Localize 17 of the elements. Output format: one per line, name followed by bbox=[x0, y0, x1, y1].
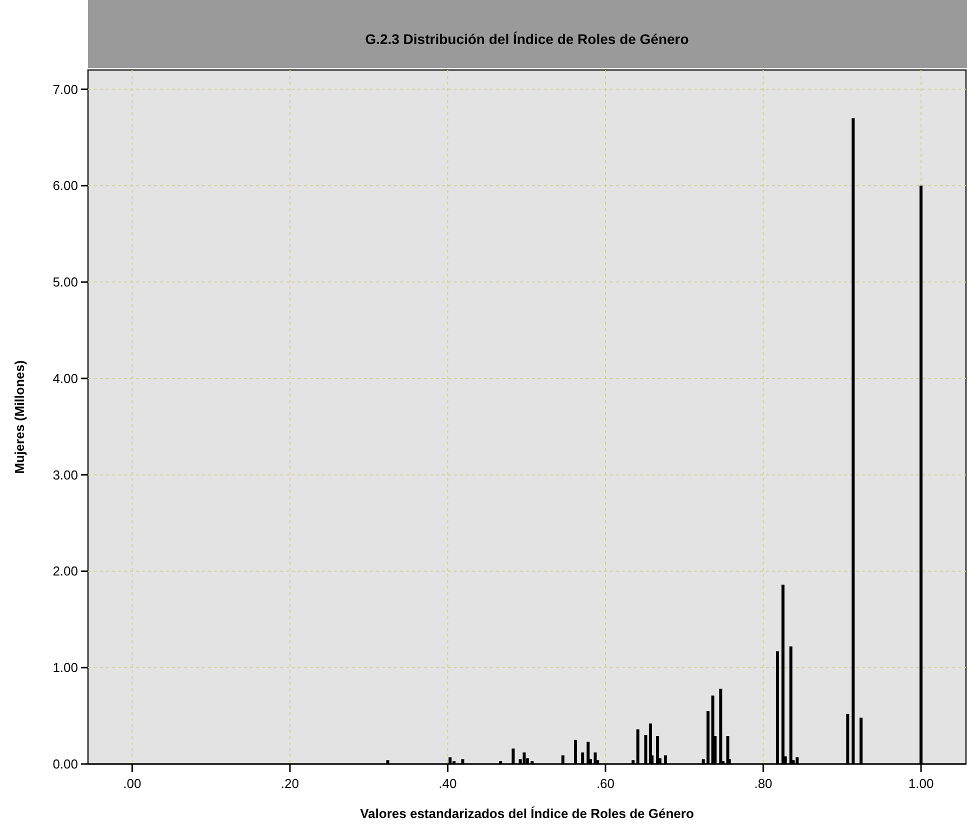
y-tick-label: 4.00 bbox=[52, 370, 78, 386]
y-tick-label: 3.00 bbox=[52, 467, 78, 482]
y-tick-label: 6.00 bbox=[52, 178, 78, 194]
y-axis-title: Mujeres (Millones) bbox=[12, 360, 27, 474]
x-tick-label: .60 bbox=[596, 776, 615, 791]
y-tick-label: 5.00 bbox=[52, 274, 78, 290]
x-tick-label: .80 bbox=[754, 776, 772, 791]
x-tick-label: .00 bbox=[123, 776, 142, 791]
x-tick-label: .40 bbox=[438, 776, 457, 791]
y-tick-label: 0.00 bbox=[52, 756, 78, 772]
x-tick-label: 1.00 bbox=[908, 776, 934, 791]
x-axis-title: Valores estandarizados del Índice de Roles de Género bbox=[360, 806, 694, 821]
y-tick-label: 7.00 bbox=[52, 82, 78, 97]
x-tick-label: .20 bbox=[280, 776, 299, 791]
chart-title: G.2.3 Distribución del Índice de Roles de Género bbox=[365, 31, 689, 47]
y-tick-label: 1.00 bbox=[52, 660, 78, 676]
y-tick-label: 2.00 bbox=[52, 564, 78, 579]
